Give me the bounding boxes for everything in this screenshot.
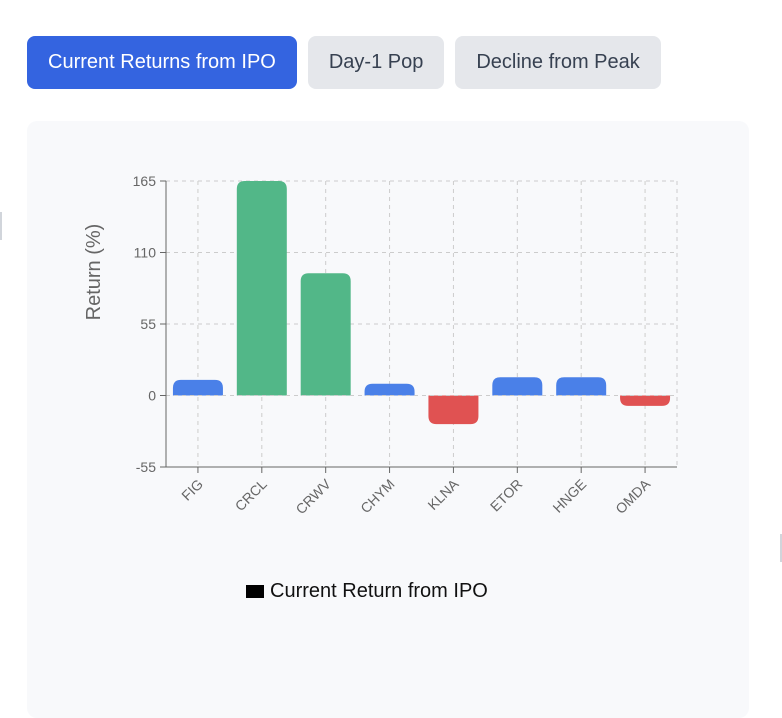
x-tick-label-fig: FIG bbox=[178, 476, 206, 504]
legend-swatch bbox=[246, 585, 264, 598]
x-tick-label-crcl: CRCL bbox=[232, 476, 270, 514]
y-tick-label-3: 110 bbox=[134, 245, 157, 261]
y-tick-label-4: 165 bbox=[133, 173, 157, 189]
tab-day1-pop[interactable]: Day-1 Pop bbox=[307, 36, 445, 89]
edge-handle-right bbox=[780, 534, 782, 562]
bar-klna bbox=[428, 395, 479, 425]
y-tick-label-0: -55 bbox=[136, 459, 156, 475]
bar-fig bbox=[172, 379, 223, 396]
tab-current-returns[interactable]: Current Returns from IPO bbox=[27, 36, 297, 89]
chart-tabs: Current Returns from IPO Day-1 Pop Decli… bbox=[27, 36, 661, 89]
bar-crcl bbox=[236, 181, 287, 396]
bar-chym bbox=[364, 383, 415, 396]
x-tick-label-omda: OMDA bbox=[612, 475, 653, 516]
chart-legend[interactable]: Current Return from IPO bbox=[246, 580, 488, 603]
x-tick-label-etor: ETOR bbox=[487, 476, 526, 515]
y-tick-label-1: 0 bbox=[148, 388, 156, 404]
bar-crwv bbox=[300, 273, 351, 396]
legend-label: Current Return from IPO bbox=[270, 580, 488, 602]
y-tick-label-2: 55 bbox=[140, 316, 156, 332]
x-tick-label-crwv: CRWV bbox=[292, 475, 334, 517]
y-axis-label: Return (%) bbox=[83, 224, 105, 321]
bar-etor bbox=[492, 377, 543, 396]
x-tick-label-chym: CHYM bbox=[357, 476, 397, 516]
tab-decline-from-peak[interactable]: Decline from Peak bbox=[455, 36, 661, 89]
chart-panel bbox=[27, 121, 749, 718]
x-tick-label-klna: KLNA bbox=[424, 475, 462, 513]
bar-hnge bbox=[556, 377, 607, 396]
bar-omda bbox=[620, 395, 671, 406]
x-tick-label-hnge: HNGE bbox=[549, 476, 589, 516]
edge-handle-left bbox=[0, 212, 2, 240]
